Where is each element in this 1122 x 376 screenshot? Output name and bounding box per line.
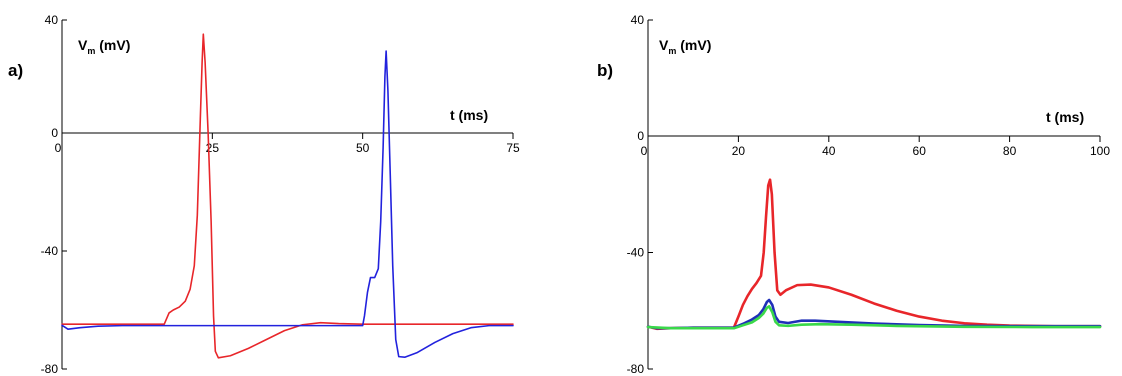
panel-b-x-tick-label: 0 [641, 144, 648, 158]
panel-b-y-tick-label: 40 [631, 13, 645, 27]
panel-a-y-tick-label: -80 [41, 362, 59, 376]
panel-b-x-axis-label: t (ms) [1046, 109, 1084, 125]
panel-b-y-tick-label: -80 [627, 362, 645, 376]
panel-b-x-tick-label: 40 [822, 144, 836, 158]
panel-b-ylabel-main: V [659, 37, 669, 53]
panel-a-ylabel-unit: (mV) [95, 37, 130, 53]
panel-a-x-tick-label: 0 [55, 141, 62, 155]
panel-b-x-tick-label: 100 [1090, 144, 1110, 158]
panel-b-x-tick-label: 60 [913, 144, 927, 158]
panel-b-x-tick-label: 20 [732, 144, 746, 158]
panel-a-chart: a) Vm (mV) t (ms) 400-40-800 25 50 75 [8, 13, 520, 376]
panel-a-series-line-2 [61, 50, 514, 358]
panel-b-label: b) [597, 61, 613, 80]
panel-b-chart: b) Vm (mV) t (ms) 40 0 -40 -80 0 20 40 60 80 100 [597, 13, 1110, 376]
panel-a-y-tick-label: 0 [51, 126, 58, 140]
panel-b-ylabel-sub: m [668, 46, 676, 56]
panel-a-x-tick-label: 50 [356, 141, 370, 155]
panel-a-y-axis-label: Vm (mV) [78, 37, 130, 56]
panel-a-series-line-1 [61, 33, 514, 359]
panel-a-y-tick-label: -40 [41, 244, 59, 258]
panel-a-ylabel-main: V [78, 37, 88, 53]
panel-a-y-tick-label: 40 [45, 13, 59, 27]
panel-a-ylabel-sub: m [87, 46, 95, 56]
panel-b-x-tick-label: 80 [1003, 144, 1017, 158]
panel-b-series-line-3 [646, 305, 1102, 330]
panel-b-y-tick-label: -40 [627, 246, 645, 260]
panel-a-x-axis-label: t (ms) [450, 107, 488, 123]
panel-b-y-axis-label: Vm (mV) [659, 37, 711, 56]
panel-b-y-tick-label: 0 [637, 129, 644, 143]
panel-a-x-tick-label: 75 [506, 141, 520, 155]
panel-b-ylabel-unit: (mV) [676, 37, 711, 53]
panel-a-label: a) [8, 61, 23, 80]
panel-b-series-line-1 [646, 178, 1102, 331]
